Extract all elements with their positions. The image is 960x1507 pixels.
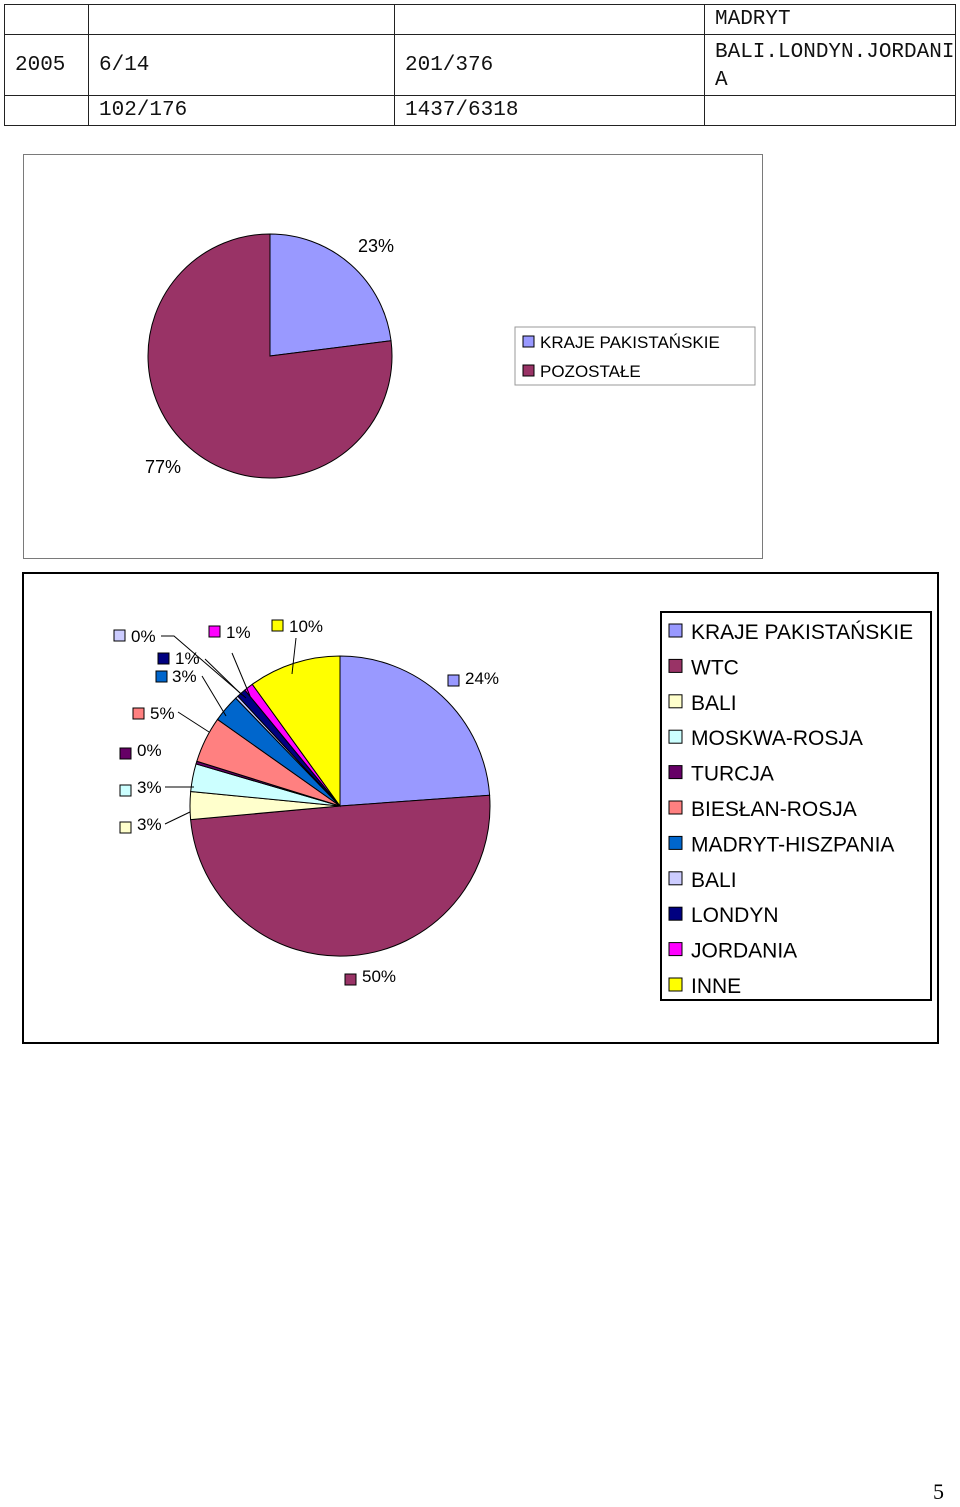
legend-label: POZOSTAŁE xyxy=(540,362,641,381)
pie-chart-1-canvas: 23% 77% KRAJE PAKISTAŃSKIE POZOSTAŁE xyxy=(145,233,756,479)
legend-label: BIESŁAN-ROSJA xyxy=(691,798,857,821)
data-label: 24% xyxy=(465,669,499,688)
leader-line xyxy=(177,711,210,733)
table-cell xyxy=(4,4,89,35)
legend-label: LONDYN xyxy=(691,904,779,927)
table-cell: 2005 xyxy=(4,34,89,96)
legend-swatch xyxy=(668,729,683,744)
table-cell xyxy=(4,95,89,126)
page-number: 5 xyxy=(933,1479,944,1504)
table-cell: MADRYT xyxy=(704,4,956,35)
table-cell: 6/14 xyxy=(88,34,395,96)
data-label: 5% xyxy=(150,704,175,723)
leader-line xyxy=(161,635,247,699)
data-label-swatch xyxy=(119,747,132,760)
table-row: 2005 6/14 201/376 BALI.LONDYN.JORDANIA xyxy=(4,34,956,96)
data-label-swatch xyxy=(113,629,126,642)
data-label: 23% xyxy=(358,236,394,256)
legend-swatch xyxy=(668,658,683,673)
table-cell: 1437/6318 xyxy=(394,95,705,126)
legend-box xyxy=(660,611,932,1001)
legend-label: MADRYT-HISZPANIA xyxy=(691,833,894,856)
legend-label: WTC xyxy=(691,656,739,679)
data-label: 3% xyxy=(137,778,162,797)
pie-2-slice xyxy=(339,655,491,807)
table-cell: 201/376 xyxy=(394,34,705,96)
legend-label: BALI xyxy=(691,692,737,715)
data-label-swatch xyxy=(155,670,168,683)
pie-2-slice xyxy=(251,655,341,808)
data-label: 10% xyxy=(289,617,323,636)
data-label-swatch xyxy=(447,674,460,687)
data-label-swatch xyxy=(344,973,357,986)
data-label-swatch xyxy=(119,784,132,797)
legend-swatch xyxy=(668,871,683,886)
legend-label: KRAJE PAKISTAŃSKIE xyxy=(691,621,913,644)
leader-line xyxy=(231,652,251,697)
data-label: 77% xyxy=(145,457,181,477)
leader-line xyxy=(201,675,227,717)
pie-chart-2-canvas: 24% 50% 3% 3% 0% 5% 3% 0% 1% 1% 10% KRAJE PAKISTAŃS… xyxy=(113,611,932,1001)
table-cell xyxy=(704,95,956,126)
data-label-swatch xyxy=(157,652,170,665)
data-label: 1% xyxy=(175,649,200,668)
legend-swatch xyxy=(668,906,683,921)
leader-line xyxy=(204,658,243,696)
legend-label: TURCJA xyxy=(691,763,774,786)
legend-label: BALI xyxy=(691,869,737,892)
data-label: 0% xyxy=(131,627,156,646)
legend-swatch xyxy=(668,800,683,815)
data-label-swatch xyxy=(119,821,132,834)
table-cell: 102/176 xyxy=(88,95,395,126)
legend-swatch xyxy=(668,765,683,780)
legend-swatch xyxy=(668,942,683,957)
pie-1-slice xyxy=(269,233,392,357)
table-cell: BALI.LONDYN.JORDANIA xyxy=(704,34,956,96)
legend-label: JORDANIA xyxy=(691,940,797,963)
data-label: 3% xyxy=(172,667,197,686)
legend-swatch xyxy=(668,694,683,709)
header-table: MADRYT 2005 6/14 201/376 BALI.LONDYN.JOR… xyxy=(4,4,956,126)
legend-box xyxy=(514,326,756,386)
data-label-swatch xyxy=(132,707,145,720)
legend-swatch xyxy=(668,835,683,850)
legend-swatch xyxy=(522,335,535,348)
table-row: MADRYT xyxy=(4,4,956,35)
data-label: 50% xyxy=(362,967,396,986)
pie-chart-pakistan-vs-other: 23% 77% KRAJE PAKISTAŃSKIE POZOSTAŁE xyxy=(23,154,763,559)
legend-label: INNE xyxy=(691,975,741,998)
pie-2-slice xyxy=(190,794,491,957)
legend-swatch xyxy=(522,364,535,377)
leader-line xyxy=(291,637,297,675)
data-label: 3% xyxy=(137,815,162,834)
table-cell xyxy=(88,4,395,35)
leader-line xyxy=(164,811,191,825)
table-cell xyxy=(394,4,705,35)
legend-swatch xyxy=(668,977,683,992)
data-label: 1% xyxy=(226,623,251,642)
legend-label: KRAJE PAKISTAŃSKIE xyxy=(540,333,720,352)
legend-label: MOSKWA-ROSJA xyxy=(691,727,863,750)
data-label-swatch xyxy=(208,625,221,638)
data-label: 0% xyxy=(137,741,162,760)
table-row: 102/176 1437/6318 xyxy=(4,95,956,126)
pie-chart-attacks: 24% 50% 3% 3% 0% 5% 3% 0% 1% 1% 10% KRAJE PAKISTAŃS… xyxy=(22,572,939,1044)
data-label-swatch xyxy=(271,619,284,632)
pie-1-slice xyxy=(147,233,393,479)
legend-swatch xyxy=(668,623,683,638)
